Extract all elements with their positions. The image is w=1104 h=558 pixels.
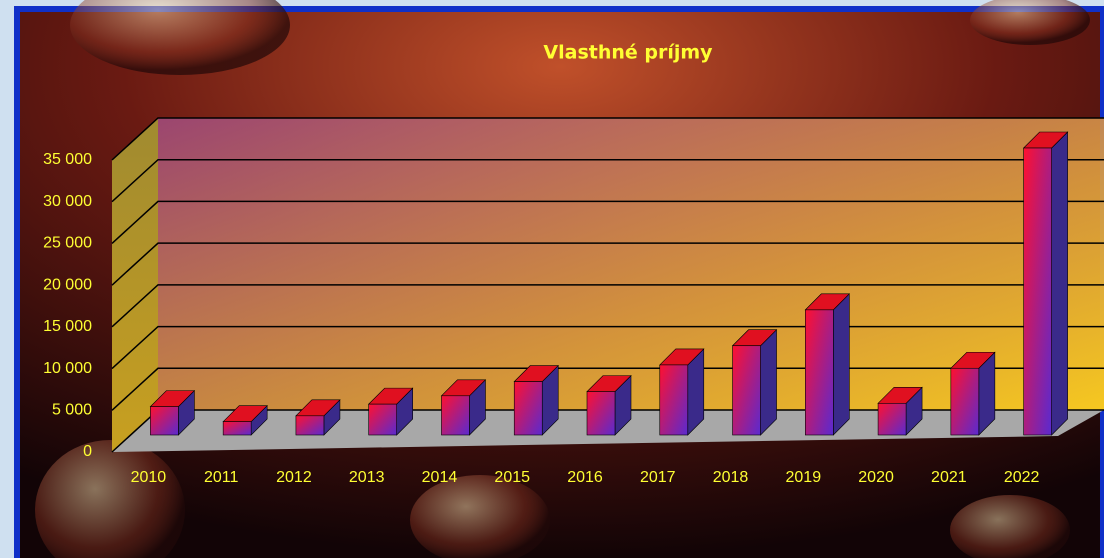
bar [1024,148,1052,435]
bar [296,416,324,435]
y-tick-label: 30 000 [43,193,92,210]
x-tick-label: 2015 [494,469,530,486]
x-tick-label: 2013 [349,469,385,486]
bar-side [761,330,777,435]
bar [369,404,397,435]
bar [660,365,688,435]
bar [587,392,615,435]
x-tick-label: 2019 [786,469,822,486]
y-tick-label: 15 000 [43,318,92,335]
x-tick-label: 2021 [931,469,967,486]
y-tick-label: 25 000 [43,235,92,252]
x-tick-label: 2011 [204,469,239,486]
y-tick-label: 10 000 [43,360,92,377]
bar [733,346,761,435]
bar-side [833,294,849,435]
bar [951,368,979,435]
y-tick-label: 20 000 [43,276,92,293]
side-wall [112,118,158,452]
bar [150,407,178,435]
bar [878,403,906,435]
bar [223,422,251,435]
bar [441,396,469,435]
x-tick-label: 2014 [422,469,458,486]
x-tick-label: 2020 [858,469,894,486]
y-tick-label: 5 000 [52,402,92,419]
x-tick-label: 2022 [1004,469,1040,486]
bar [514,382,542,435]
bar [805,310,833,435]
plot-area: 0 5 000 10 000 15 000 20 000 25 000 30 000 35 0… [43,118,1104,486]
chart: Vlasthné príjmy 0 5 000 10 000 15 000 20 000… [0,0,1104,558]
x-tick-label: 2012 [276,469,312,486]
y-tick-label: 35 000 [43,151,92,168]
x-tick-label: 2017 [640,469,676,486]
chart-title: Vlasthné príjmy [543,42,713,64]
x-tick-label: 2016 [567,469,603,486]
page: {"chart_data": {"type": "bar3d", "title"… [0,0,1104,558]
bar-side [1052,132,1068,435]
y-tick-label: 0 [83,443,92,460]
x-tick-label: 2010 [131,469,167,486]
x-tick-label: 2018 [713,469,749,486]
